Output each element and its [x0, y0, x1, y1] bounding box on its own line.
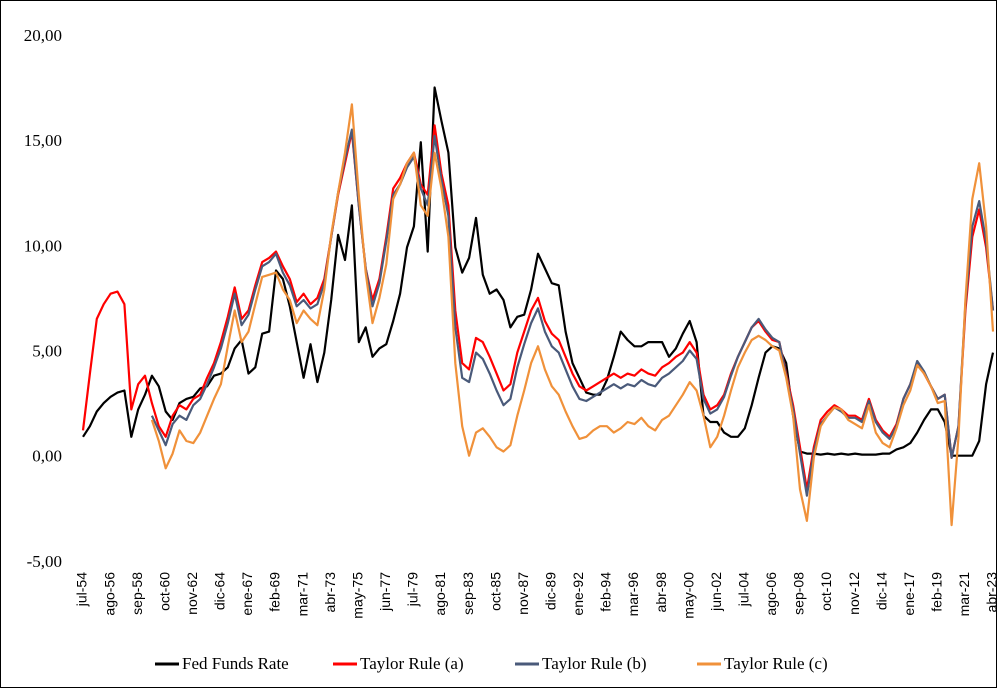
- x-tick-label: abr-98: [653, 572, 669, 613]
- x-tick-label: oct-60: [156, 572, 172, 611]
- x-tick-label: jul-79: [405, 572, 421, 607]
- x-tick-label: nov-12: [846, 572, 862, 615]
- x-tick-label: ago-06: [763, 572, 779, 616]
- series-line: [82, 86, 995, 457]
- x-tick-label: sep-58: [129, 572, 145, 615]
- x-tick-label: abr-23: [984, 572, 997, 613]
- x-tick-label: ene-67: [239, 572, 255, 616]
- x-tick-label: ene-92: [570, 572, 586, 616]
- x-tick-label: oct-85: [487, 572, 503, 611]
- x-tick-label: nov-87: [515, 572, 531, 615]
- series-line: [150, 128, 995, 497]
- x-tick-label: ago-81: [432, 572, 448, 616]
- x-tick-label: feb-69: [267, 572, 283, 612]
- legend-label: Fed Funds Rate: [182, 654, 289, 673]
- y-tick-label: 20,00: [24, 26, 62, 45]
- x-tick-label: dic-89: [542, 572, 558, 610]
- legend-label: Taylor Rule (b): [542, 654, 647, 673]
- x-tick-label: may-00: [680, 572, 696, 619]
- series-line: [150, 103, 995, 527]
- x-tick-label: mar-71: [294, 572, 310, 617]
- y-tick-label: -5,00: [27, 552, 62, 571]
- x-tick-label: may-75: [349, 572, 365, 619]
- y-tick-label: 5,00: [32, 342, 62, 361]
- x-tick-label: jun-02: [708, 572, 724, 612]
- y-tick-label: 0,00: [32, 447, 62, 466]
- legend-label: Taylor Rule (a): [360, 654, 464, 673]
- x-tick-label: jul-04: [736, 572, 752, 607]
- x-tick-label: jun-77: [377, 572, 393, 612]
- x-tick-label: jul-54: [74, 572, 90, 607]
- x-tick-label: feb-19: [929, 572, 945, 612]
- y-tick-label: 10,00: [24, 236, 62, 255]
- x-tick-label: sep-08: [791, 572, 807, 615]
- x-tick-label: sep-83: [460, 572, 476, 615]
- legend-label: Taylor Rule (c): [724, 654, 828, 673]
- x-tick-label: nov-62: [184, 572, 200, 615]
- x-tick-label: mar-21: [956, 572, 972, 617]
- x-tick-label: ago-56: [101, 572, 117, 616]
- x-tick-label: ene-17: [901, 572, 917, 616]
- x-tick-label: mar-96: [625, 572, 641, 617]
- x-tick-label: oct-10: [818, 572, 834, 611]
- x-tick-label: feb-94: [598, 572, 614, 612]
- x-tick-label: dic-64: [212, 572, 228, 610]
- x-tick-label: dic-14: [873, 572, 889, 610]
- y-tick-label: 15,00: [24, 131, 62, 150]
- x-tick-label: abr-73: [322, 572, 338, 613]
